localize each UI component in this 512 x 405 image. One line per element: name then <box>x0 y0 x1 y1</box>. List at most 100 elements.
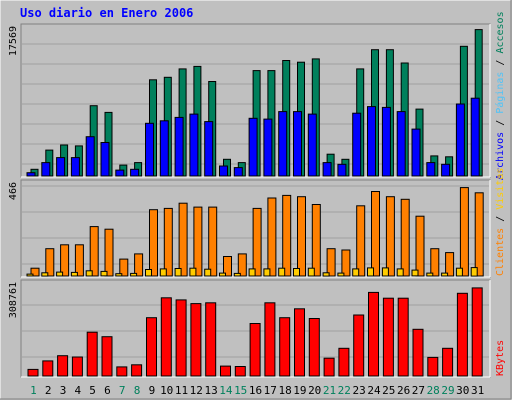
chart-title: Uso diario en Enero 2006 <box>20 6 193 20</box>
bar-visitas-day-5 <box>85 270 93 277</box>
legend-bottom: KBytes <box>495 340 506 376</box>
bar-visitas-day-31 <box>470 267 478 277</box>
bar-clientes-day-21 <box>326 248 336 277</box>
bar-archivos-day-12 <box>189 113 199 177</box>
bar-kbytes-day-14 <box>220 365 231 377</box>
bar-visitas-day-11 <box>174 268 182 277</box>
bar-kbytes-day-8 <box>131 364 143 377</box>
bar-kbytes-day-30 <box>456 292 468 377</box>
day-label-30: 30 <box>456 384 469 397</box>
bar-clientes-day-11 <box>178 202 188 277</box>
legend-top-part-2: Páginas <box>494 72 506 114</box>
bar-archivos-day-17 <box>263 118 273 177</box>
day-label-5: 5 <box>89 384 96 397</box>
day-label-10: 10 <box>160 384 173 397</box>
bar-kbytes-day-15 <box>234 366 246 377</box>
bar-clientes-day-26 <box>400 198 410 277</box>
bar-kbytes-day-11 <box>175 299 187 377</box>
bar-clientes-day-8 <box>134 253 144 277</box>
bar-visitas-day-8 <box>130 272 138 277</box>
bar-kbytes-day-26 <box>397 297 409 377</box>
day-label-1: 1 <box>30 384 37 397</box>
day-label-19: 19 <box>293 384 306 397</box>
bar-visitas-day-22 <box>337 272 345 277</box>
bar-kbytes-day-3 <box>57 355 69 377</box>
day-label-31: 31 <box>471 384 484 397</box>
day-label-2: 2 <box>45 384 52 397</box>
bar-visitas-day-21 <box>322 272 330 277</box>
bar-archivos-day-13 <box>204 121 214 177</box>
bar-visitas-day-3 <box>56 271 64 277</box>
bar-archivos-day-7 <box>115 169 125 177</box>
day-label-7: 7 <box>119 384 126 397</box>
bar-visitas-day-1 <box>26 273 34 277</box>
bar-visitas-day-12 <box>189 267 197 277</box>
day-label-14: 14 <box>219 384 233 397</box>
day-label-9: 9 <box>149 384 156 397</box>
bar-clientes-day-22 <box>341 249 351 277</box>
bar-archivos-day-14 <box>219 165 228 177</box>
bar-archivos-day-3 <box>56 157 66 177</box>
bar-clientes-day-7 <box>119 258 129 277</box>
legend-top-part-1: / <box>495 114 506 132</box>
day-label-4: 4 <box>74 384 81 397</box>
bar-visitas-day-27 <box>411 269 419 277</box>
bar-clientes-day-1 <box>30 267 40 277</box>
bar-clientes-day-28 <box>430 248 440 277</box>
bar-clientes-day-24 <box>371 191 380 277</box>
bar-kbytes-day-12 <box>190 303 202 377</box>
bar-archivos-day-4 <box>70 157 80 177</box>
legend-middle-part-1: / <box>495 210 506 228</box>
bar-clientes-day-30 <box>459 187 469 277</box>
bar-archivos-day-25 <box>381 106 391 177</box>
legend-middle-part-0: Clientes <box>495 228 506 276</box>
day-label-18: 18 <box>278 384 291 397</box>
ymax-label-kbytes: 308761 <box>8 282 19 318</box>
bar-kbytes-day-1 <box>27 368 39 377</box>
bar-visitas-day-28 <box>426 272 434 277</box>
bar-archivos-day-5 <box>85 136 95 177</box>
day-label-3: 3 <box>60 384 67 397</box>
bar-kbytes-day-4 <box>71 356 83 377</box>
bar-kbytes-day-10 <box>160 297 172 377</box>
bar-archivos-day-28 <box>426 162 436 177</box>
day-label-11: 11 <box>175 384 188 397</box>
day-label-13: 13 <box>204 384 217 397</box>
bar-archivos-day-1 <box>26 172 36 177</box>
bar-visitas-day-25 <box>381 267 389 277</box>
bar-visitas-day-24 <box>367 267 374 277</box>
bar-clientes-day-31 <box>474 192 484 277</box>
bar-visitas-day-9 <box>145 269 152 277</box>
day-label-24: 24 <box>367 384 381 397</box>
bar-archivos-day-27 <box>411 128 421 177</box>
bar-kbytes-day-9 <box>146 317 157 377</box>
bar-clientes-day-12 <box>193 206 203 277</box>
bar-visitas-day-15 <box>233 272 241 277</box>
bar-clientes-day-19 <box>297 196 306 277</box>
day-label-26: 26 <box>397 384 410 397</box>
day-label-29: 29 <box>441 384 454 397</box>
bar-visitas-day-7 <box>115 273 123 277</box>
bar-clientes-day-10 <box>163 207 173 277</box>
day-label-25: 25 <box>382 384 395 397</box>
ymax-label-clientes: 466 <box>8 182 19 200</box>
bar-kbytes-day-31 <box>471 287 483 377</box>
bar-archivos-day-9 <box>145 122 154 177</box>
bar-visitas-day-14 <box>219 272 226 277</box>
bar-archivos-day-18 <box>278 111 288 177</box>
bar-archivos-day-29 <box>441 163 451 177</box>
day-label-16: 16 <box>249 384 262 397</box>
bar-archivos-day-23 <box>352 112 362 177</box>
bar-archivos-day-8 <box>130 168 140 177</box>
legend-bottom-part-0: KBytes <box>495 340 506 376</box>
bar-visitas-day-17 <box>263 268 271 277</box>
bar-visitas-day-13 <box>204 268 212 277</box>
legend-top-part-3: / <box>495 54 506 72</box>
bar-kbytes-day-6 <box>101 336 113 377</box>
bar-clientes-day-9 <box>149 209 158 277</box>
day-label-12: 12 <box>190 384 203 397</box>
bar-visitas-day-2 <box>41 272 49 277</box>
bar-clientes-day-13 <box>208 206 218 277</box>
